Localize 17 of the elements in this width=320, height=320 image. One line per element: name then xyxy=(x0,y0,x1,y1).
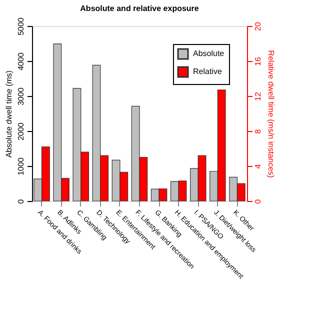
y-tick-label: 2000 xyxy=(16,122,26,140)
y2-axis-title: Relative dwell time (ms/n instances) xyxy=(266,50,276,178)
chart-title: Absolute and relative exposure xyxy=(80,4,200,14)
legend-label: Absolute xyxy=(193,49,225,58)
y-tick-label: 3000 xyxy=(16,87,26,106)
legend-label: Relative xyxy=(193,67,222,76)
y2-tick-label: 0 xyxy=(254,198,262,204)
y2-tick-label: 20 xyxy=(254,22,262,31)
y2-tick-label: 12 xyxy=(254,92,262,101)
y-tick-label: 4000 xyxy=(16,52,26,70)
y2-tick-label: 16 xyxy=(254,56,262,66)
y-tick-label: 0 xyxy=(16,198,26,204)
y-tick-label: 1000 xyxy=(16,157,26,176)
y-axis-title: Absolute dwell time (ms) xyxy=(4,70,14,158)
y2-tick-label: 4 xyxy=(254,164,262,169)
y2-tick-label: 8 xyxy=(254,128,262,134)
y-tick-label: 5000 xyxy=(16,17,26,36)
